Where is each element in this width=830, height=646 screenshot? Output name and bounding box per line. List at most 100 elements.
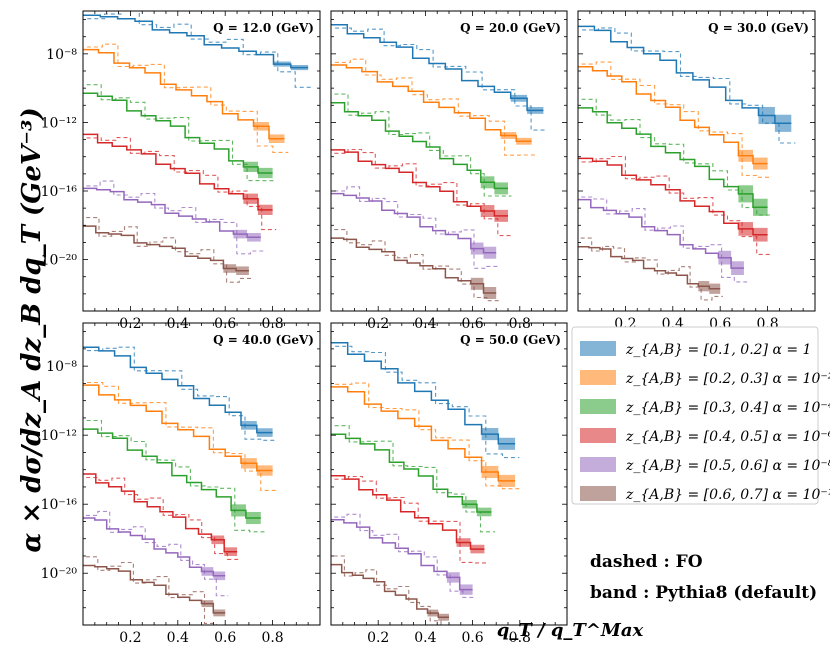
series-5 — [578, 196, 748, 283]
series-6 — [331, 229, 500, 302]
series-2 — [331, 382, 520, 490]
fo-dashed-line — [334, 93, 512, 197]
pythia-step-line — [578, 65, 768, 165]
fo-dashed-line — [581, 155, 772, 255]
panel-4: 0.2 0.4 0.6 0.8 10⁻⁸ 10⁻¹² 10⁻¹⁶ 10⁻²⁰ Q = 40.0 … — [41, 322, 321, 646]
pythia-step-line — [578, 198, 744, 269]
series-5 — [83, 510, 229, 597]
x-axis-label: q_T / q_T^Max — [497, 620, 644, 641]
panel-plot-area — [331, 23, 548, 302]
x-tick-label: 0.2 — [367, 630, 389, 646]
panel-plot-area — [331, 342, 520, 625]
pythia-step-line — [83, 384, 273, 472]
x-tick-label: 0.4 — [167, 630, 189, 646]
legend-label: z_{A,B} = [0.6, 0.7] α = 10⁻¹⁰ — [625, 487, 830, 503]
fo-dashed-line — [581, 196, 748, 283]
fo-dashed-line — [581, 61, 772, 178]
x-tick-label: 0.8 — [509, 630, 531, 646]
series-1 — [83, 11, 313, 88]
series-3 — [578, 98, 772, 216]
pythia-step-line — [83, 517, 226, 577]
pythia-step-line — [331, 237, 497, 294]
panel-title: Q = 20.0 (GeV) — [460, 21, 561, 35]
series-4 — [331, 148, 512, 237]
pythia-step-line — [331, 64, 532, 143]
y-tick-label: 10⁻⁸ — [46, 47, 77, 63]
note-band: band : Pythia8 (default) — [590, 583, 818, 603]
pythia-step-line — [331, 192, 497, 254]
x-tick-label: 0.6 — [214, 630, 236, 646]
y-tick-label: 10⁻²⁰ — [41, 566, 78, 582]
note-fo: dashed : FO — [590, 552, 703, 572]
panel-title: Q = 40.0 (GeV) — [213, 333, 314, 347]
fo-dashed-line — [334, 229, 500, 302]
pythia-step-line — [578, 245, 721, 290]
fo-dashed-line — [334, 513, 476, 598]
pythia-step-line — [331, 433, 492, 513]
series-1 — [331, 342, 520, 459]
legend-box — [571, 326, 819, 505]
fo-dashed-line — [87, 346, 277, 441]
fo-dashed-line — [334, 58, 536, 156]
series-4 — [578, 155, 772, 255]
series-4 — [331, 474, 488, 564]
fo-dashed-line — [581, 98, 772, 216]
fo-dashed-line — [86, 137, 277, 231]
pythia-step-line — [331, 563, 449, 618]
series-3 — [331, 425, 496, 533]
series-2 — [578, 61, 772, 178]
legend-swatch — [580, 370, 616, 385]
pythia-step-line — [331, 149, 508, 217]
fo-dashed-line — [86, 84, 277, 182]
series-1 — [331, 23, 548, 131]
x-tick-label: 0.8 — [261, 630, 283, 646]
y-tick-label: 10⁻¹⁶ — [41, 497, 78, 513]
legend-swatch — [580, 399, 616, 414]
pythia-step-line — [83, 48, 285, 140]
pythia-step-line — [83, 92, 273, 174]
series-4 — [83, 133, 277, 231]
series-2 — [83, 381, 277, 491]
series-1 — [578, 25, 796, 144]
panel-title: Q = 50.0 (GeV) — [460, 333, 561, 347]
fo-dashed-line — [334, 148, 512, 237]
legend-label: z_{A,B} = [0.5, 0.6] α = 10⁻⁸ — [625, 458, 830, 474]
panel-title: Q = 12.0 (GeV) — [213, 21, 314, 35]
legend-label: z_{A,B} = [0.3, 0.4] α = 10⁻⁴ — [625, 400, 830, 416]
series-5 — [331, 513, 476, 598]
pythia-step-line — [83, 428, 261, 519]
fo-dashed-line — [86, 217, 253, 283]
series-6 — [83, 217, 253, 283]
pythia-step-line — [83, 225, 249, 272]
fo-dashed-line — [334, 475, 488, 564]
legend-swatch — [580, 486, 616, 501]
pythia-step-line — [578, 25, 792, 125]
legend-swatch — [580, 457, 616, 472]
fo-dashed-line — [335, 27, 548, 131]
x-tick-label: 0.6 — [461, 630, 483, 646]
pythia-step-line — [331, 474, 485, 550]
pythia-step-line — [331, 518, 473, 591]
panel-plot-area — [83, 346, 277, 625]
y-tick-label: 10⁻¹² — [41, 115, 77, 131]
panel-title: Q = 30.0 (GeV) — [708, 21, 809, 35]
series-3 — [83, 84, 277, 182]
fo-dashed-line — [580, 237, 723, 301]
pythia-step-line — [331, 386, 516, 482]
fo-dashed-line — [87, 11, 313, 88]
pythia-step-line — [83, 133, 273, 211]
fo-dashed-line — [335, 345, 520, 459]
panel-3: 0.2 0.4 0.6 0.8Q = 30.0 (GeV) — [577, 10, 816, 332]
y-axis-label: α × dσ/dz_A dz_B dq_T (GeV⁻³) — [17, 107, 47, 552]
fo-dashed-line — [582, 27, 796, 144]
panel-frame — [577, 10, 816, 312]
pythia-step-line — [331, 101, 508, 190]
series-6 — [331, 555, 449, 625]
pythia-step-line — [83, 187, 261, 239]
fo-dashed-line — [334, 425, 496, 533]
y-tick-label: 10⁻⁸ — [46, 359, 77, 375]
y-axis-label-text: α × dσ/dz_A dz_B dq_T (GeV⁻³) — [17, 107, 47, 552]
legend-swatch — [580, 341, 616, 356]
